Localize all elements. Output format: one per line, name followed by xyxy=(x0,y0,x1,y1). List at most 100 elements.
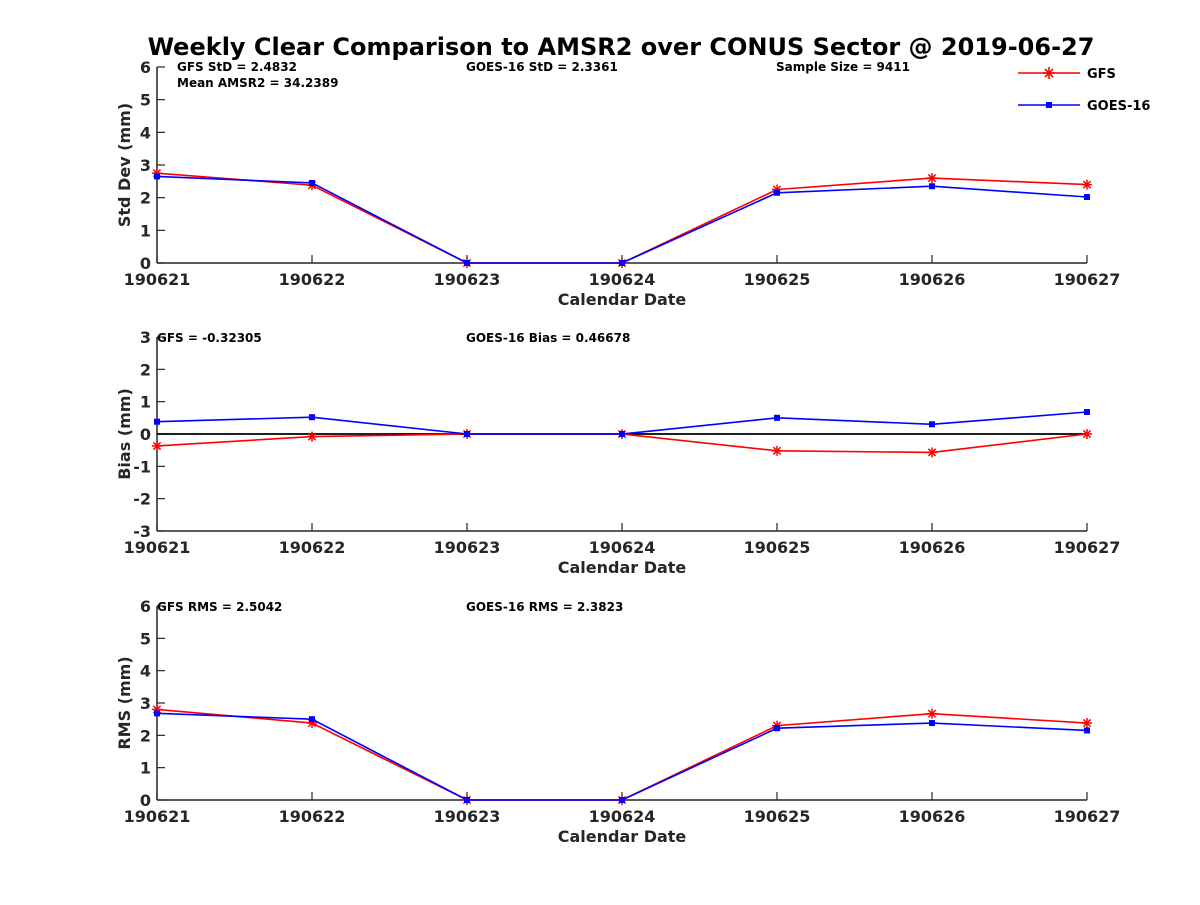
x-tick-label: 190624 xyxy=(589,270,656,289)
data-point-asterisk xyxy=(927,447,937,458)
x-tick-label: 190624 xyxy=(589,807,656,826)
data-point-asterisk xyxy=(927,708,937,719)
x-tick-label: 190622 xyxy=(279,270,346,289)
data-point-asterisk xyxy=(1082,718,1092,729)
legend-marker-gfs xyxy=(1043,67,1055,79)
y-tick-label: 4 xyxy=(140,123,151,142)
x-tick-label: 190622 xyxy=(279,807,346,826)
data-point-square xyxy=(1084,409,1090,416)
y-tick-label: 1 xyxy=(140,221,151,240)
x-axis-label: Calendar Date xyxy=(558,290,687,309)
data-point-square xyxy=(929,720,935,727)
y-tick-label: 2 xyxy=(140,726,151,745)
stat-annotation: GOES-16 RMS = 2.3823 xyxy=(466,600,623,614)
y-axis-label: Bias (mm) xyxy=(115,388,134,480)
series-line xyxy=(156,712,1088,801)
y-tick-label: 0 xyxy=(140,254,151,273)
data-point-square xyxy=(464,431,470,437)
stat-annotation: GOES-16 StD = 2.3361 xyxy=(466,60,618,74)
legend-label-goes16: GOES-16 xyxy=(1087,99,1150,114)
x-tick-label: 190621 xyxy=(124,807,191,826)
y-tick-label: 3 xyxy=(140,328,151,347)
y-tick-label: 6 xyxy=(140,58,151,77)
legend-entry-gfs: GFS xyxy=(1018,67,1116,82)
series-goes16 xyxy=(154,409,1090,437)
data-point-square xyxy=(309,179,315,186)
x-tick-label: 190623 xyxy=(434,270,501,289)
y-axis-label: Std Dev (mm) xyxy=(115,103,134,227)
x-tick-label: 190626 xyxy=(899,807,966,826)
data-point-square xyxy=(619,260,625,266)
legend-entry-goes16: GOES-16 xyxy=(1018,99,1150,114)
data-point-square xyxy=(774,414,780,421)
y-tick-label: 5 xyxy=(140,91,151,110)
data-point-square xyxy=(309,414,315,421)
data-point-square xyxy=(619,431,625,437)
data-point-square xyxy=(929,183,935,190)
legend: GFS GOES-16 xyxy=(1018,67,1150,114)
x-tick-label: 190627 xyxy=(1054,538,1121,557)
y-tick-label: -2 xyxy=(133,490,151,509)
y-tick-label: 3 xyxy=(140,156,151,175)
y-tick-label: 4 xyxy=(140,662,151,681)
data-point-asterisk xyxy=(1082,179,1092,190)
y-tick-label: -3 xyxy=(133,522,151,541)
legend-label-gfs: GFS xyxy=(1087,67,1116,82)
x-tick-label: 190625 xyxy=(744,270,811,289)
x-tick-label: 190627 xyxy=(1054,807,1121,826)
panel-2: -3 -2 -1 0 1 2 3 190621 190622 190623 190624 190625… xyxy=(115,328,1120,577)
y-tick-label: 1 xyxy=(140,759,151,778)
series-gfs xyxy=(152,168,1092,268)
y-tick-label: 3 xyxy=(140,694,151,713)
x-axis-label: Calendar Date xyxy=(558,558,687,577)
data-point-asterisk xyxy=(152,440,162,451)
x-axis-label: Calendar Date xyxy=(558,827,687,846)
data-point-asterisk xyxy=(307,431,317,442)
data-point-square xyxy=(464,797,470,803)
data-point-square xyxy=(774,189,780,196)
legend-marker-goes16 xyxy=(1046,102,1052,108)
stat-annotation: GOES-16 Bias = 0.46678 xyxy=(466,331,630,345)
data-point-square xyxy=(929,421,935,428)
data-point-asterisk xyxy=(1082,429,1092,439)
x-tick-label: 190626 xyxy=(899,538,966,557)
data-point-square xyxy=(154,173,160,180)
panels: 0 1 2 3 4 5 6 190621 190622 190623 190624 190625 190… xyxy=(115,58,1120,846)
data-point-square xyxy=(774,725,780,732)
y-tick-label: 6 xyxy=(140,597,151,616)
y-tick-label: 1 xyxy=(140,393,151,412)
data-point-asterisk xyxy=(927,173,937,184)
data-point-square xyxy=(1084,194,1090,201)
y-tick-label: -1 xyxy=(133,457,151,476)
x-tick-label: 190623 xyxy=(434,807,501,826)
y-axis-label: RMS (mm) xyxy=(115,656,134,749)
x-tick-label: 190621 xyxy=(124,270,191,289)
data-point-square xyxy=(154,418,160,425)
y-tick-label: 2 xyxy=(140,189,151,208)
stat-annotation: GFS = -0.32305 xyxy=(157,331,262,345)
stat-annotation: Sample Size = 9411 xyxy=(776,60,910,74)
stat-annotation: GFS RMS = 2.5042 xyxy=(157,600,282,614)
chart-title: Weekly Clear Comparison to AMSR2 over CO… xyxy=(148,33,1095,61)
series-goes16 xyxy=(154,173,1090,266)
data-point-asterisk xyxy=(772,445,782,456)
panel-1: 0 1 2 3 4 5 6 190621 190622 190623 190624 190625 190… xyxy=(115,58,1120,309)
series-goes16 xyxy=(154,710,1090,803)
x-tick-label: 190623 xyxy=(434,538,501,557)
x-tick-label: 190626 xyxy=(899,270,966,289)
y-tick-label: 2 xyxy=(140,360,151,379)
x-tick-label: 190625 xyxy=(744,807,811,826)
x-tick-label: 190624 xyxy=(589,538,656,557)
stat-annotation: GFS StD = 2.4832 xyxy=(177,60,297,74)
x-tick-label: 190622 xyxy=(279,538,346,557)
series-line xyxy=(156,175,1088,264)
y-tick-label: 0 xyxy=(140,791,151,810)
panel-3: 0 1 2 3 4 5 6 190621 190622 190623 190624 190625 190… xyxy=(115,597,1120,846)
data-point-square xyxy=(619,797,625,803)
data-point-square xyxy=(309,716,315,723)
x-tick-label: 190621 xyxy=(124,538,191,557)
stat-annotation: Mean AMSR2 = 34.2389 xyxy=(177,76,338,90)
x-tick-label: 190627 xyxy=(1054,270,1121,289)
